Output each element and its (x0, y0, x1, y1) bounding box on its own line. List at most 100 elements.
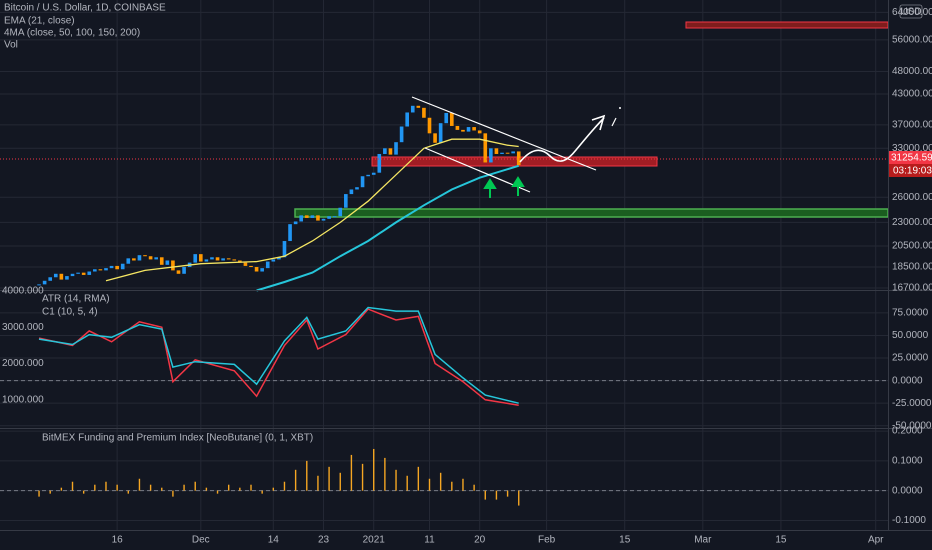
candle-body (254, 267, 259, 272)
y-tick-label: 3000.000 (2, 322, 44, 333)
last-price-label: 31254.59 (891, 153, 932, 164)
bar (216, 490, 219, 494)
y2-tick-label: 25.0000 (892, 353, 929, 364)
bar (428, 478, 431, 491)
arrow-head (591, 114, 606, 131)
candle-body (137, 255, 142, 261)
bar (518, 490, 520, 506)
candle-body (360, 176, 365, 188)
candle-body (148, 256, 153, 260)
y-tick-label: 20500.00 (892, 241, 932, 252)
y-tick-label: 23000.00 (892, 217, 932, 228)
candle-body (260, 268, 264, 272)
candle-body (243, 262, 248, 266)
candle-body (427, 117, 432, 134)
candle-body (232, 259, 237, 261)
x-tick-label: 2021 (363, 535, 386, 546)
candle-body (466, 127, 471, 132)
currency-box[interactable] (899, 4, 923, 19)
bar (306, 460, 308, 491)
candle-body (37, 284, 41, 286)
candle-body (299, 215, 304, 222)
candle-body (204, 259, 209, 262)
indicator-line (38, 306, 519, 404)
candle-body (70, 273, 75, 277)
bar (272, 487, 275, 491)
candle-body (416, 105, 421, 108)
candle-body (120, 263, 125, 270)
resistance-zone (371, 156, 658, 167)
bar (439, 472, 442, 491)
candle-body (238, 260, 242, 263)
candle-body (249, 265, 253, 268)
candle-body (511, 151, 515, 154)
y-tick-label: 16700.00 (892, 283, 932, 294)
chart-title: Bitcoin / U.S. Dollar, 1D, COINBASE (4, 3, 166, 14)
countdown-box (889, 164, 932, 177)
x-tick-label: Dec (192, 535, 210, 546)
y-tick-label: 1000.000 (2, 394, 44, 405)
candle-body (516, 151, 521, 166)
countdown: 03:19:03 (893, 166, 932, 177)
candle-body (42, 280, 47, 285)
candle-body (109, 265, 114, 269)
candle-body (366, 174, 370, 177)
bar (462, 478, 464, 491)
bar (60, 487, 63, 491)
candle-body (277, 257, 281, 260)
candle-body (215, 257, 220, 261)
resistance-zone (685, 21, 889, 29)
x-tick-label: 16 (112, 535, 124, 546)
x-tick-label: Feb (538, 535, 556, 546)
bar (261, 490, 263, 494)
up-arrow (483, 178, 497, 198)
legend-entry: 4MA (close, 50, 100, 150, 200) (4, 28, 140, 39)
candle-body (143, 255, 147, 257)
y2-tick-label: 0.0000 (892, 375, 923, 386)
y-tick-label: 37000.00 (892, 119, 932, 130)
candle-body (388, 148, 393, 155)
candle-body (344, 194, 348, 208)
grid (0, 0, 888, 530)
bar (194, 481, 196, 491)
candle-body (132, 258, 136, 261)
y2-tick-label: -50.0000 (892, 420, 932, 431)
y-tick-label: 64000.00 (892, 7, 932, 18)
candle-body (477, 130, 482, 134)
candle-body (316, 215, 320, 221)
bar (417, 466, 420, 491)
candle-body (438, 123, 443, 143)
trend-line (411, 96, 597, 171)
candle-body (98, 269, 103, 271)
candle-body (355, 187, 359, 190)
candle-body (171, 260, 175, 271)
bar (250, 484, 252, 491)
x-tick-label: 15 (619, 535, 631, 546)
candle-body (383, 148, 387, 154)
currency[interactable]: USD (900, 7, 921, 18)
y-tick-label: 56000.00 (892, 34, 932, 45)
x-tick-label: 23 (318, 535, 330, 546)
legend-entry: C1 (10, 5, 4) (42, 307, 98, 318)
bar (205, 487, 208, 491)
candle-body (338, 207, 343, 217)
candle-body (293, 221, 298, 225)
candle-body (422, 107, 426, 118)
candle-body (288, 224, 292, 242)
bar (451, 481, 453, 491)
bar (350, 454, 353, 491)
bar (506, 490, 509, 497)
y-tick-label: 0.0000 (892, 485, 923, 496)
dot (619, 107, 621, 109)
support-zone (294, 208, 889, 218)
bar (361, 463, 364, 491)
bar (138, 478, 141, 491)
candle-body (265, 261, 270, 269)
up-arrow (511, 176, 525, 196)
x-tick-label: Mar (694, 535, 712, 546)
candle-body (494, 148, 499, 154)
bar (116, 484, 118, 491)
candle-body (76, 272, 80, 274)
candle-body (500, 152, 504, 154)
